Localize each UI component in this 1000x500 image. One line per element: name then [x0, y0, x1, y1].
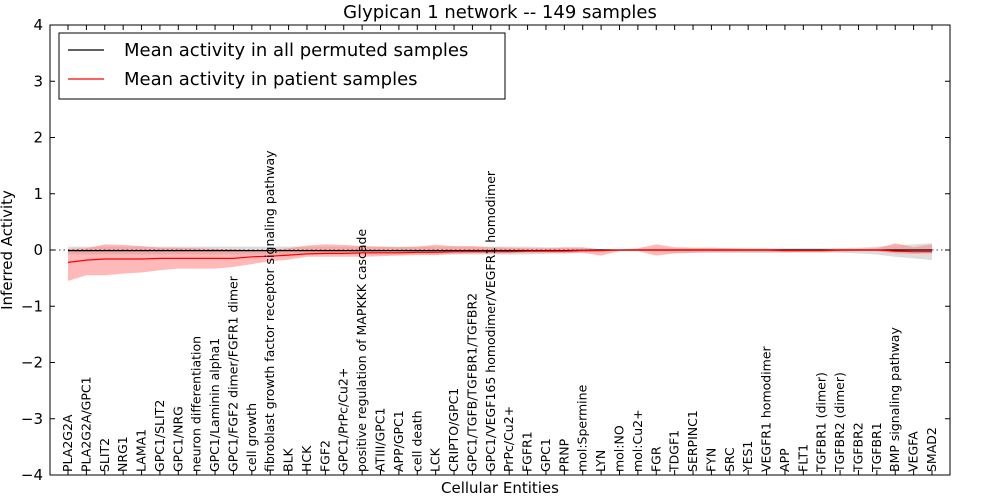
y-tick-label: −1	[21, 297, 43, 315]
x-tick-label: LYN	[593, 450, 608, 472]
x-tick-label: mol:NO	[612, 425, 627, 472]
x-tick-label: SMAD2	[924, 427, 939, 472]
x-tick-label: FGF2	[317, 440, 332, 472]
x-tick-label: BMP signaling pathway	[887, 327, 902, 472]
x-tick-label: LCK	[428, 447, 443, 472]
x-tick-label: GPC1/PrPc/Cu2+	[336, 368, 351, 472]
x-tick-label: FYN	[703, 448, 718, 472]
x-tick-label: APP	[777, 448, 792, 472]
x-tick-label: TGFBR1	[869, 422, 884, 473]
y-tick-label: 0	[33, 241, 43, 259]
x-tick-label: cell death	[409, 410, 424, 472]
x-tick-label: YES1	[740, 441, 755, 473]
x-tick-label: FGFR1	[520, 431, 535, 472]
x-tick-label: cell growth	[244, 403, 259, 472]
x-tick-label: fibroblast growth factor receptor signal…	[262, 150, 277, 472]
y-tick-label: −3	[21, 410, 43, 428]
plot-area	[50, 243, 950, 281]
x-tick-label: SLIT2	[97, 438, 112, 472]
x-tick-label: SRC	[722, 447, 737, 472]
y-tick-label: 3	[33, 72, 43, 90]
x-tick-label: GPC1/VEGF165 homodimer/VEGFR1 homodimer	[483, 170, 498, 472]
x-tick-label: FGR	[648, 446, 663, 472]
x-tick-label: TGFBR2	[851, 422, 866, 473]
x-tick-label: TGFBR2 (dimer)	[832, 372, 847, 473]
y-tick-label: 1	[33, 185, 43, 203]
x-tick-label: neuron differentiation	[189, 336, 204, 472]
band-patient	[68, 243, 932, 281]
x-tick-label: VEGFA	[906, 431, 921, 472]
x-tick-label: CRIPTO/GPC1	[446, 388, 461, 472]
x-tick-label: BLK	[281, 447, 296, 472]
x-tick-label: mol:Spermine	[575, 384, 590, 472]
x-tick-label: TGFBR1 (dimer)	[814, 372, 829, 473]
x-tick-label: NRG1	[115, 436, 130, 472]
x-tick-label: GPC1	[538, 438, 553, 472]
x-tick-label: HCK	[299, 445, 314, 472]
x-tick-label: GPC1/TGFB/TGFBR1/TGFBR2	[464, 293, 479, 472]
series-line-patient	[67, 249, 932, 263]
x-tick-label: GPC1/SLIT2	[152, 400, 167, 472]
y-axis-label: Inferred Activity	[0, 190, 16, 310]
y-tick-label: 2	[33, 129, 43, 147]
x-tick-label: mol:Cu2+	[630, 409, 645, 472]
x-tick-label: PRNP	[556, 438, 571, 472]
x-tick-label: PLA2G2A	[60, 414, 75, 472]
x-tick-label: LAMA1	[134, 429, 149, 472]
x-tick-label: SERPINC1	[685, 410, 700, 472]
x-tick-label: PrPc/Cu2+	[501, 406, 516, 472]
x-axis-label: Cellular Entities	[441, 479, 559, 497]
x-tick-label: TDGF1	[667, 430, 682, 473]
x-tick-label: VEGFR1 homodimer	[759, 345, 774, 472]
x-tick-label: PLA2G2A/GPC1	[78, 376, 93, 472]
y-tick-label: −4	[21, 466, 43, 484]
y-tick-label: 4	[33, 16, 43, 34]
x-tick-label: positive regulation of MAPKKK cascade	[354, 229, 369, 472]
legend-label-patient: Mean activity in patient samples	[124, 69, 418, 90]
x-tick-label: APP/GPC1	[391, 410, 406, 472]
legend: Mean activity in all permuted samples Me…	[58, 32, 506, 100]
axes: −4 −3 −2 −1 0 1 2 3 4 PLA2G2A PLA2G2A/GPC1 SLIT2 NRG…	[21, 16, 950, 484]
legend-label-permuted: Mean activity in all permuted samples	[124, 40, 468, 61]
y-tick-label: −2	[21, 354, 43, 372]
x-tick-label: FLT1	[795, 444, 810, 472]
x-tick-label: GPC1/FGF2 dimer/FGFR1 dimer	[225, 275, 240, 472]
legend-box	[58, 32, 506, 100]
x-tick-label: GPC1/NRG	[170, 406, 185, 472]
x-tick-label: GPC1/Laminin alpha1	[207, 338, 222, 472]
chart-title: Glypican 1 network -- 149 samples	[343, 2, 657, 23]
x-tick-label: ATIII/GPC1	[373, 408, 388, 472]
